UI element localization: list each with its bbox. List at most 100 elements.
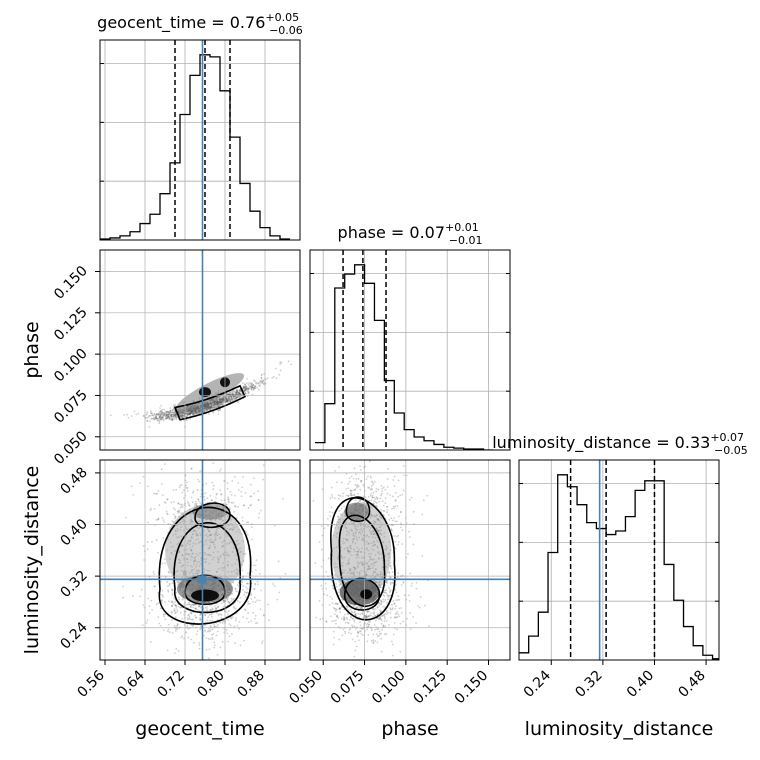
sample-point xyxy=(155,417,158,420)
sample-point xyxy=(223,401,225,404)
sample-point xyxy=(182,489,185,492)
sample-point xyxy=(167,570,170,573)
sample-point xyxy=(238,390,241,393)
sample-point xyxy=(178,412,180,415)
sample-point xyxy=(179,414,182,416)
sample-point xyxy=(205,558,208,560)
sample-point xyxy=(216,405,219,408)
sample-point xyxy=(234,520,237,523)
sample-point xyxy=(131,595,134,597)
sample-point xyxy=(216,400,219,403)
sample-point xyxy=(169,527,172,529)
sample-point xyxy=(360,562,363,565)
sample-point xyxy=(378,617,381,620)
sample-point xyxy=(217,403,220,406)
sample-point xyxy=(226,399,229,402)
sample-point xyxy=(396,616,399,619)
sample-point xyxy=(185,419,188,421)
sample-point xyxy=(228,507,231,510)
sample-point xyxy=(375,527,378,530)
sample-point xyxy=(236,391,239,394)
sample-point xyxy=(382,625,385,628)
sample-point xyxy=(227,596,230,599)
sample-point xyxy=(188,412,191,415)
sample-point xyxy=(205,406,208,408)
sample-point xyxy=(166,513,169,516)
sample-point xyxy=(217,413,220,415)
sample-point xyxy=(197,554,200,556)
sample-point xyxy=(401,529,404,531)
sample-point xyxy=(196,411,199,414)
sample-point xyxy=(195,533,198,536)
sample-point xyxy=(379,615,382,618)
sample-point xyxy=(235,617,237,620)
sample-point xyxy=(197,409,200,411)
sample-point xyxy=(206,405,209,408)
sample-point xyxy=(380,576,383,579)
sample-point xyxy=(221,541,224,544)
sample-point xyxy=(211,628,214,631)
sample-point xyxy=(367,620,370,623)
sample-point xyxy=(166,417,168,420)
sample-point xyxy=(400,612,403,614)
sample-point xyxy=(180,526,183,529)
sample-point xyxy=(256,599,259,602)
sample-point xyxy=(347,549,350,552)
sample-point xyxy=(219,517,222,520)
sample-point xyxy=(180,512,183,515)
scatter-panel-geocent_time-luminosity_distance xyxy=(100,460,300,660)
sample-point xyxy=(393,622,396,624)
sample-point xyxy=(226,400,229,403)
sample-point xyxy=(346,539,349,542)
sample-point xyxy=(148,612,151,615)
sample-point xyxy=(387,559,390,562)
sample-point xyxy=(356,529,358,531)
sample-point xyxy=(205,409,208,412)
sample-point xyxy=(373,571,376,573)
sample-point xyxy=(222,395,225,398)
sample-point xyxy=(163,562,166,565)
sample-point xyxy=(348,576,351,579)
sample-point xyxy=(254,564,257,567)
sample-point xyxy=(376,528,379,531)
sample-point xyxy=(256,621,259,624)
sample-point xyxy=(205,404,208,406)
sample-point xyxy=(227,397,230,400)
sample-point xyxy=(194,556,197,559)
sample-point xyxy=(163,413,165,416)
sample-point xyxy=(241,516,244,519)
sample-point xyxy=(143,415,146,418)
sample-point xyxy=(191,552,194,555)
sample-point xyxy=(244,591,246,593)
sample-point xyxy=(373,543,376,546)
sample-point xyxy=(204,492,207,495)
sample-point xyxy=(327,524,329,527)
sample-point xyxy=(377,541,379,544)
sample-point xyxy=(208,406,211,409)
sample-point xyxy=(155,417,157,420)
sample-point xyxy=(358,630,361,633)
sample-point xyxy=(250,383,253,385)
sample-point xyxy=(155,492,157,495)
sample-point xyxy=(199,410,202,413)
sample-point xyxy=(340,555,343,557)
sample-point xyxy=(207,616,210,619)
sample-point xyxy=(348,550,350,553)
sample-point xyxy=(185,603,188,606)
sample-point xyxy=(381,615,383,617)
sample-point xyxy=(337,625,340,628)
sample-point xyxy=(247,387,250,390)
sample-point xyxy=(231,528,234,531)
sample-point xyxy=(166,498,168,501)
sample-point xyxy=(352,534,355,537)
sample-point xyxy=(231,395,234,398)
sample-point xyxy=(149,414,152,417)
sample-point xyxy=(220,398,223,401)
sample-point xyxy=(240,495,243,498)
sample-point xyxy=(212,462,215,465)
sample-point xyxy=(221,400,224,403)
sample-point xyxy=(245,617,248,620)
sample-point xyxy=(232,390,235,393)
sample-point xyxy=(178,411,181,414)
sample-point xyxy=(354,483,357,486)
